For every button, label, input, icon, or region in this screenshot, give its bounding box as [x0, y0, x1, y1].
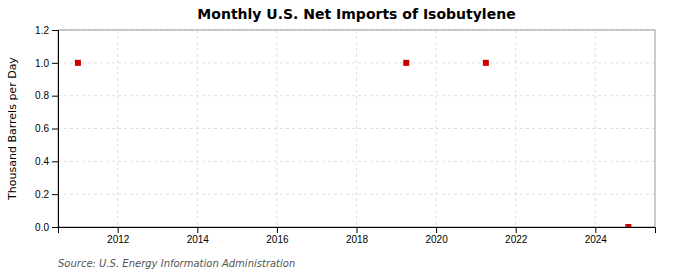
y-tick-label: 0.2: [35, 189, 49, 200]
point: [625, 224, 631, 227]
x-tick-mark: [595, 227, 596, 233]
y-tick: 0.8: [35, 90, 58, 101]
x-tick: 2020: [425, 227, 448, 245]
source-note: Source: U.S. Energy Information Administ…: [58, 258, 295, 269]
title: Monthly U.S. Net Imports of Isobutylene: [197, 6, 515, 22]
point: [75, 60, 81, 66]
y-tick-label: 0.6: [35, 123, 49, 134]
x-tick: 2022: [505, 227, 528, 245]
y-tick: 0.6: [35, 123, 58, 134]
points: [75, 60, 631, 227]
x-tick: 2016: [266, 227, 289, 245]
y-tick-label: 0.0: [35, 222, 49, 233]
y-tick-mark: [52, 194, 58, 195]
y-tick-label: 1.2: [35, 25, 49, 36]
x-tick-label: 2024: [585, 234, 608, 245]
y-tick-mark: [52, 129, 58, 130]
x-tick-mark: [197, 227, 198, 233]
y-axis: 0.0 0.2 0.4 0.6 0.8 1.0 1.2: [35, 25, 58, 233]
x-tick: 2024: [585, 227, 608, 245]
plot-frame: [58, 30, 655, 227]
y-tick: 1.2: [35, 25, 58, 36]
x-tick-mark: [436, 227, 437, 233]
grid-line-x: [356, 30, 357, 227]
y-tick: 0.4: [35, 156, 58, 167]
y-tick-mark: [52, 227, 58, 228]
y-tick-label: 0.4: [35, 156, 49, 167]
chart: 2012 2014 2016 2018 2020 2022 2024 0.0 0.2 0.4 0.6…: [0, 0, 675, 275]
x-tick: 2012: [107, 227, 130, 245]
y-tick-label: 1.0: [35, 58, 49, 69]
x-tick-label: 2020: [425, 234, 448, 245]
y-tick-mark: [52, 30, 58, 31]
y-tick: 0.2: [35, 189, 58, 200]
grid-line-y: [58, 95, 655, 96]
x-tick-label: 2014: [187, 234, 210, 245]
y-tick-mark: [52, 96, 58, 97]
x-tick: 2018: [346, 227, 369, 245]
y-tick-mark: [52, 161, 58, 162]
x-tick-label: 2018: [346, 234, 369, 245]
point: [483, 60, 489, 66]
grid-line-y: [58, 128, 655, 129]
x-tick-mark: [118, 227, 119, 233]
y-tick-mark: [52, 63, 58, 64]
x-axis-line: [59, 228, 656, 234]
x-tick-mark: [516, 227, 517, 233]
x-tick-label: 2012: [107, 234, 130, 245]
x-axis: 2012 2014 2016 2018 2020 2022 2024: [59, 227, 656, 245]
x-tick-mark: [357, 227, 358, 233]
x-tick-label: 2016: [266, 234, 289, 245]
plot-area: 2012 2014 2016 2018 2020 2022 2024 0.0 0.2 0.4 0.6…: [35, 25, 655, 245]
y-tick: 1.0: [35, 58, 58, 69]
grid: [58, 30, 655, 227]
grid-line-y: [58, 62, 655, 63]
y-axis-line: [52, 31, 59, 228]
x-tick: 2014: [187, 227, 210, 245]
grid-line-y: [58, 161, 655, 162]
y-axis-title: Thousand Barrels per Day: [6, 57, 19, 201]
x-tick-label: 2022: [505, 234, 528, 245]
y-tick: 0.0: [35, 222, 58, 233]
grid-line-y: [58, 194, 655, 195]
point: [403, 60, 409, 66]
y-tick-label: 0.8: [35, 90, 49, 101]
x-tick-mark: [277, 227, 278, 233]
plot-background: [58, 30, 655, 227]
